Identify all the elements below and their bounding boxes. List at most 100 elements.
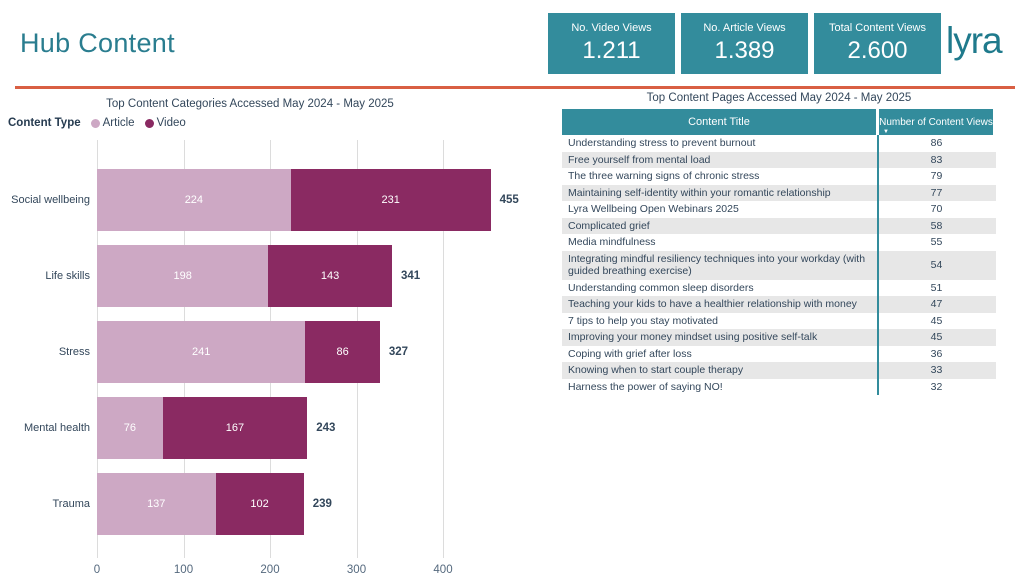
views-count-cell[interactable]: 70 xyxy=(930,203,943,216)
content-title-cell[interactable]: Integrating mindful resiliency technique… xyxy=(562,250,879,280)
category-label: Life skills xyxy=(45,270,90,282)
bar-segment-video[interactable]: 86 xyxy=(305,321,380,383)
content-title-cell[interactable]: Knowing when to start couple therapy xyxy=(562,362,879,379)
bar-segment-article[interactable]: 76 xyxy=(97,397,163,459)
views-count-cell[interactable]: 33 xyxy=(930,364,943,377)
kpi-article-views: No. Article Views 1.389 xyxy=(681,13,808,74)
bar-segment-article[interactable]: 241 xyxy=(97,321,306,383)
page-title: Hub Content xyxy=(20,28,175,58)
table-row[interactable]: Harness the power of saying NO! 32 xyxy=(562,378,996,395)
chart-legend: Content Type Article Video xyxy=(8,117,186,129)
table-row[interactable]: Maintaining self-identity within your ro… xyxy=(562,184,996,201)
views-count-cell[interactable]: 86 xyxy=(930,137,943,150)
x-axis-tick-label: 300 xyxy=(346,564,367,576)
gridline xyxy=(443,140,444,558)
table-row[interactable]: Knowing when to start couple therapy 33 xyxy=(562,362,996,379)
views-count-cell[interactable]: 45 xyxy=(930,331,943,344)
bar-segment-article[interactable]: 137 xyxy=(97,473,216,535)
table-row[interactable]: Teaching your kids to have a healthier r… xyxy=(562,296,996,313)
content-title-cell[interactable]: Lyra Wellbeing Open Webinars 2025 xyxy=(562,201,879,218)
content-title-cell[interactable]: Understanding stress to prevent burnout xyxy=(562,135,879,152)
views-count-cell[interactable]: 45 xyxy=(930,314,943,327)
table-row[interactable]: Understanding stress to prevent burnout 8… xyxy=(562,135,996,152)
kpi-video-views: No. Video Views 1.211 xyxy=(548,13,675,74)
kpi-total-views: Total Content Views 2.600 xyxy=(814,13,941,74)
kpi-value: 1.389 xyxy=(714,37,775,64)
views-count-cell[interactable]: 79 xyxy=(930,170,943,183)
table-row[interactable]: Integrating mindful resiliency technique… xyxy=(562,250,996,280)
views-count-cell[interactable]: 32 xyxy=(930,380,943,393)
table-title: Top Content Pages Accessed May 2024 - Ma… xyxy=(646,92,912,104)
table-row[interactable]: Coping with grief after loss 36 xyxy=(562,345,996,362)
content-title-cell[interactable]: Coping with grief after loss xyxy=(562,345,879,362)
bar-total-label: 239 xyxy=(312,498,332,510)
bar-segment-video[interactable]: 143 xyxy=(268,245,392,307)
content-title-cell[interactable]: Improving your money mindset using posit… xyxy=(562,329,879,346)
kpi-value: 2.600 xyxy=(847,37,908,64)
table-row[interactable]: Improving your money mindset using posit… xyxy=(562,329,996,346)
table-row[interactable]: Lyra Wellbeing Open Webinars 2025 70 xyxy=(562,201,996,218)
lyra-logo: lyra xyxy=(946,20,1003,61)
content-title-cell[interactable]: Teaching your kids to have a healthier r… xyxy=(562,296,879,313)
x-axis-tick-label: 400 xyxy=(433,564,453,576)
bar-segment-video[interactable]: 231 xyxy=(290,169,491,231)
table-row[interactable]: Free yourself from mental load 83 xyxy=(562,151,996,168)
table-row[interactable]: Complicated grief 58 xyxy=(562,217,996,234)
table-row[interactable]: The three warning signs of chronic stres… xyxy=(562,168,996,185)
bar-segment-video[interactable]: 167 xyxy=(162,397,308,459)
views-count-cell[interactable]: 51 xyxy=(930,281,943,294)
bar-segment-article[interactable]: 224 xyxy=(97,169,291,231)
table-row[interactable]: Understanding common sleep disorders 51 xyxy=(562,279,996,296)
legend-title: Content Type xyxy=(8,117,81,129)
column-header-content-title[interactable]: Content Title xyxy=(562,109,879,135)
views-count-cell[interactable]: 77 xyxy=(930,186,943,199)
bar-total-label: 455 xyxy=(499,194,519,206)
kpi-value: 1.211 xyxy=(582,37,641,64)
bar-total-label: 327 xyxy=(388,346,409,358)
content-title-cell[interactable]: Harness the power of saying NO! xyxy=(562,378,879,395)
views-count-cell[interactable]: 58 xyxy=(930,219,943,232)
content-title-cell[interactable]: Free yourself from mental load xyxy=(562,151,879,168)
bar-segment-article[interactable]: 198 xyxy=(97,245,269,307)
views-count-cell[interactable]: 54 xyxy=(930,259,943,271)
column-header-label: Number of Content Views xyxy=(879,116,993,128)
header-divider xyxy=(15,86,1015,89)
chart-title: Top Content Categories Accessed May 2024… xyxy=(106,98,394,110)
bar-total-label: 341 xyxy=(400,270,421,282)
x-axis-tick-label: 200 xyxy=(260,564,280,576)
table-header-row: Content Title Number of Content Views ▼ xyxy=(562,109,996,135)
categories-bar-chart: Top Content Categories Accessed May 2024… xyxy=(0,92,520,587)
content-title-cell[interactable]: Media mindfulness xyxy=(562,234,879,251)
views-count-cell[interactable]: 83 xyxy=(930,153,943,166)
kpi-label: Total Content Views xyxy=(828,22,927,34)
content-pages-table: Top Content Pages Accessed May 2024 - Ma… xyxy=(562,92,996,395)
table-body: Understanding stress to prevent burnout 8… xyxy=(562,135,996,395)
x-axis-tick-label: 0 xyxy=(93,564,101,576)
content-title-cell[interactable]: Understanding common sleep disorders xyxy=(562,279,879,296)
views-count-cell[interactable]: 55 xyxy=(930,236,943,249)
video-legend-dot-icon xyxy=(144,118,154,128)
bar-total-label: 243 xyxy=(316,422,336,434)
table-row[interactable]: 7 tips to help you stay motivated 45 xyxy=(562,312,996,329)
legend-label: Article xyxy=(102,117,135,129)
sort-desc-icon[interactable]: ▼ xyxy=(883,129,889,135)
bar-segment-video[interactable]: 102 xyxy=(215,473,304,535)
x-axis-tick-label: 100 xyxy=(173,564,194,576)
legend-item-video[interactable]: Video xyxy=(144,117,186,129)
kpi-label: No. Article Views xyxy=(703,22,786,34)
legend-item-article[interactable]: Article xyxy=(90,117,135,129)
column-header-number-of-views[interactable]: Number of Content Views ▼ xyxy=(879,109,993,135)
views-count-cell[interactable]: 47 xyxy=(930,298,943,311)
table-row[interactable]: Media mindfulness 55 xyxy=(562,234,996,251)
content-title-cell[interactable]: 7 tips to help you stay motivated xyxy=(562,312,879,329)
content-title-cell[interactable]: Maintaining self-identity within your ro… xyxy=(562,184,879,201)
content-title-cell[interactable]: The three warning signs of chronic stres… xyxy=(562,168,879,185)
plot-area: 0 100 200 300 400 Social wellbeing 224 231 455 Li… xyxy=(0,140,520,580)
category-label: Stress xyxy=(58,346,90,358)
category-label: Mental health xyxy=(23,422,90,434)
kpi-label: No. Video Views xyxy=(571,22,652,34)
content-title-cell[interactable]: Complicated grief xyxy=(562,217,879,234)
views-count-cell[interactable]: 36 xyxy=(930,347,943,360)
legend-label: Video xyxy=(156,117,186,129)
